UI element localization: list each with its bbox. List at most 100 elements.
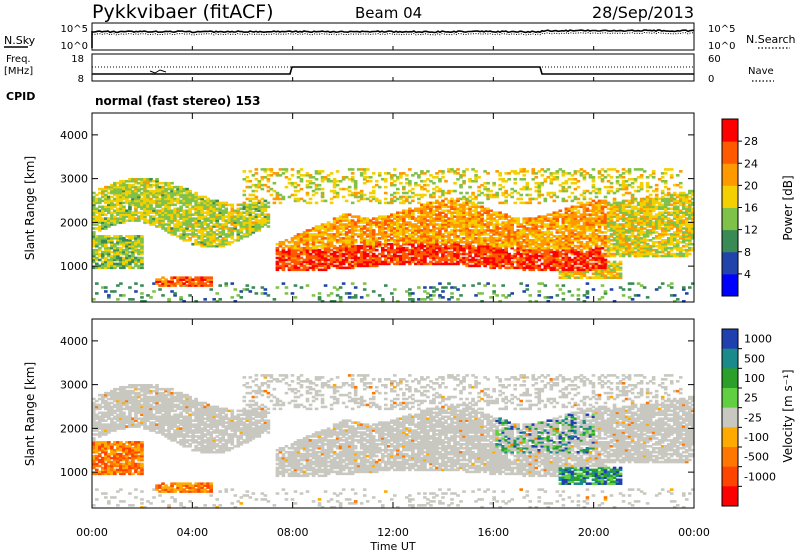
power-cell [531,239,536,242]
power-cell [386,239,391,242]
power-cell [383,240,388,244]
power-cell [203,215,207,218]
power-cell [194,233,198,236]
power-cell [522,250,527,254]
power-cell [284,258,289,262]
power-cell [344,215,349,218]
power-cell [504,195,508,199]
power-cell [143,187,147,191]
power-cell [615,189,620,193]
power-cell [281,246,286,250]
power-cell [513,219,518,222]
power-cell [414,256,418,260]
power-cell [441,256,445,260]
power-cell [146,177,150,181]
power-cell [606,217,611,220]
power-cell [531,219,536,222]
power-cell [552,266,557,270]
power-cell [552,264,557,268]
power-cell [245,217,250,220]
power-cell [290,268,295,272]
power-cell [504,256,508,260]
power-cell [450,199,454,203]
power-cell [305,237,310,240]
power-cell [522,260,527,264]
power-cell [540,246,545,250]
power-cell [305,201,310,205]
power-cell [450,233,454,236]
power-cell [164,201,168,205]
power-cell [92,258,96,262]
power-cell [140,256,144,260]
power-cell [176,215,180,218]
power-cell [164,203,168,207]
power-cell [260,187,265,191]
power-cell [609,276,614,279]
power-cell [558,209,563,213]
power-cell [242,221,247,224]
power-cell [140,197,144,201]
power-cell [600,258,605,262]
power-cell [344,237,349,240]
power-cell [371,237,376,240]
power-cell [411,209,415,213]
power-cell [513,177,518,181]
power-cell [332,233,337,236]
power-cell [206,235,210,238]
power-cell [329,239,334,242]
power-cell [606,229,611,232]
power-cell [579,260,584,264]
power-cell [197,201,201,205]
power-cell [603,176,608,179]
power-cell [140,284,144,287]
power-cell [456,252,460,256]
power-cell [510,237,514,240]
power-cell [293,250,298,254]
power-cell [588,258,593,262]
power-cell [134,248,138,252]
power-cell [615,170,620,173]
power-cell [549,258,554,262]
power-cell [389,227,394,230]
power-cell [582,170,587,173]
power-cell [462,181,466,185]
power-cell [377,231,382,234]
power-cell [353,221,358,224]
power-cell [555,242,560,246]
power-cell [242,227,247,230]
power-cell [558,260,563,264]
power-cell [218,223,223,226]
power-cell [233,229,238,232]
power-cell [119,235,123,238]
power-cell [266,201,271,205]
power-cell [561,262,566,266]
power-cell [423,298,427,301]
power-cell [359,227,364,230]
power-cell [296,256,301,260]
power-cell [227,235,232,238]
power-cell [167,221,171,224]
power-cell [350,237,355,240]
power-cell [429,246,433,250]
power-cell [299,264,304,268]
power-cell [597,248,602,252]
power-cell [510,242,514,246]
power-cell [182,282,186,285]
power-cell [179,278,183,281]
power-cell [143,205,147,209]
power-cell [146,221,150,224]
power-cell [498,239,502,242]
power-cell [215,219,220,222]
power-cell [552,213,557,216]
power-cell [377,240,382,244]
power-cell [594,254,599,258]
power-cell [450,256,454,260]
power-cell [507,225,511,228]
power-cell [104,221,108,224]
power-cell [564,264,569,268]
power-cell [570,239,575,242]
power-cell [383,284,388,287]
power-cell [128,215,132,218]
power-cell [248,179,253,183]
power-cell [374,223,379,226]
